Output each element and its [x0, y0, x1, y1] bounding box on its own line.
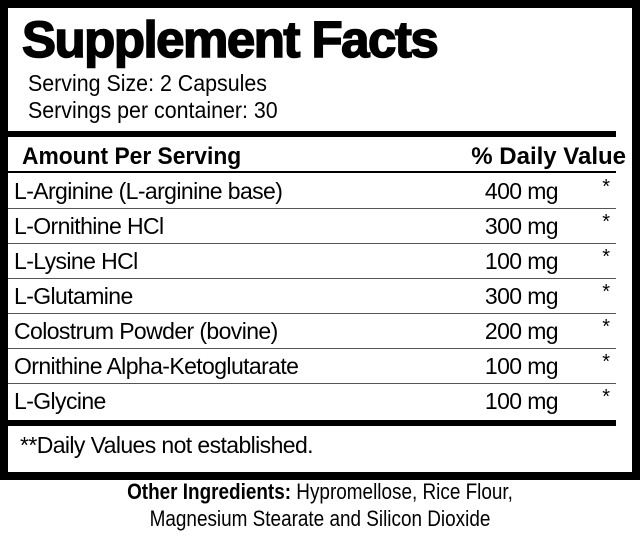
ingredient-amount: 100 mg [484, 353, 559, 379]
ingredient-row: L-Glutamine 300 mg * [8, 279, 616, 314]
footnote: **Daily Values not established. [20, 432, 314, 458]
ingredient-amount: 200 mg [484, 318, 559, 344]
ingredient-daily-value: * [602, 281, 610, 303]
ingredient-row: L-Ornithine HCl 300 mg * [8, 209, 616, 244]
divider-thin [8, 171, 616, 173]
header-amount: Amount Per Serving [22, 143, 242, 170]
servings-per-container: Servings per container: 30 [28, 97, 278, 123]
ingredient-name: Ornithine Alpha-Ketoglutarate [14, 353, 299, 379]
ingredient-row: Colostrum Powder (bovine) 200 mg * [8, 314, 616, 349]
ingredient-name: L-Lysine HCl [14, 248, 138, 274]
ingredient-name: L-Glutamine [14, 283, 133, 309]
supplement-facts-panel: Supplement Facts Serving Size: 2 Capsule… [0, 0, 640, 480]
ingredient-daily-value: * [602, 211, 610, 233]
ingredient-row: L-Lysine HCl 100 mg * [8, 244, 616, 279]
ingredient-daily-value: * [602, 176, 610, 198]
ingredient-daily-value: * [602, 386, 610, 408]
ingredient-row: L-Arginine (L-arginine base) 400 mg * [8, 174, 616, 209]
ingredient-name: L-Ornithine HCl [14, 213, 164, 239]
ingredient-amount: 300 mg [484, 283, 559, 309]
other-ingredients-line1: Hypromellose, Rice Flour, [291, 479, 513, 504]
ingredient-row: Ornithine Alpha-Ketoglutarate 100 mg * [8, 349, 616, 384]
ingredient-amount: 100 mg [484, 248, 559, 274]
other-ingredients-label: Other Ingredients: [127, 479, 292, 504]
ingredient-amount: 400 mg [484, 178, 559, 204]
other-ingredients: Other Ingredients: Hypromellose, Rice Fl… [45, 478, 595, 532]
ingredient-list: L-Arginine (L-arginine base) 400 mg * L-Orn… [8, 174, 616, 419]
panel-title: Supplement Facts [21, 10, 439, 69]
serving-size: Serving Size: 2 Capsules [28, 70, 267, 96]
ingredient-daily-value: * [602, 351, 610, 373]
divider-thick [8, 131, 616, 137]
divider-thick-bottom [8, 420, 616, 426]
ingredient-row: L-Glycine 100 mg * [8, 384, 616, 419]
ingredient-name: L-Glycine [14, 388, 106, 414]
header-daily-value: % Daily Value [471, 143, 626, 170]
ingredient-name: L-Arginine (L-arginine base) [14, 178, 283, 204]
ingredient-daily-value: * [602, 246, 610, 268]
ingredient-amount: 100 mg [484, 388, 559, 414]
ingredient-name: Colostrum Powder (bovine) [14, 318, 278, 344]
other-ingredients-line2: Magnesium Stearate and Silicon Dioxide [149, 506, 491, 531]
ingredient-amount: 300 mg [484, 213, 559, 239]
ingredient-daily-value: * [602, 316, 610, 338]
